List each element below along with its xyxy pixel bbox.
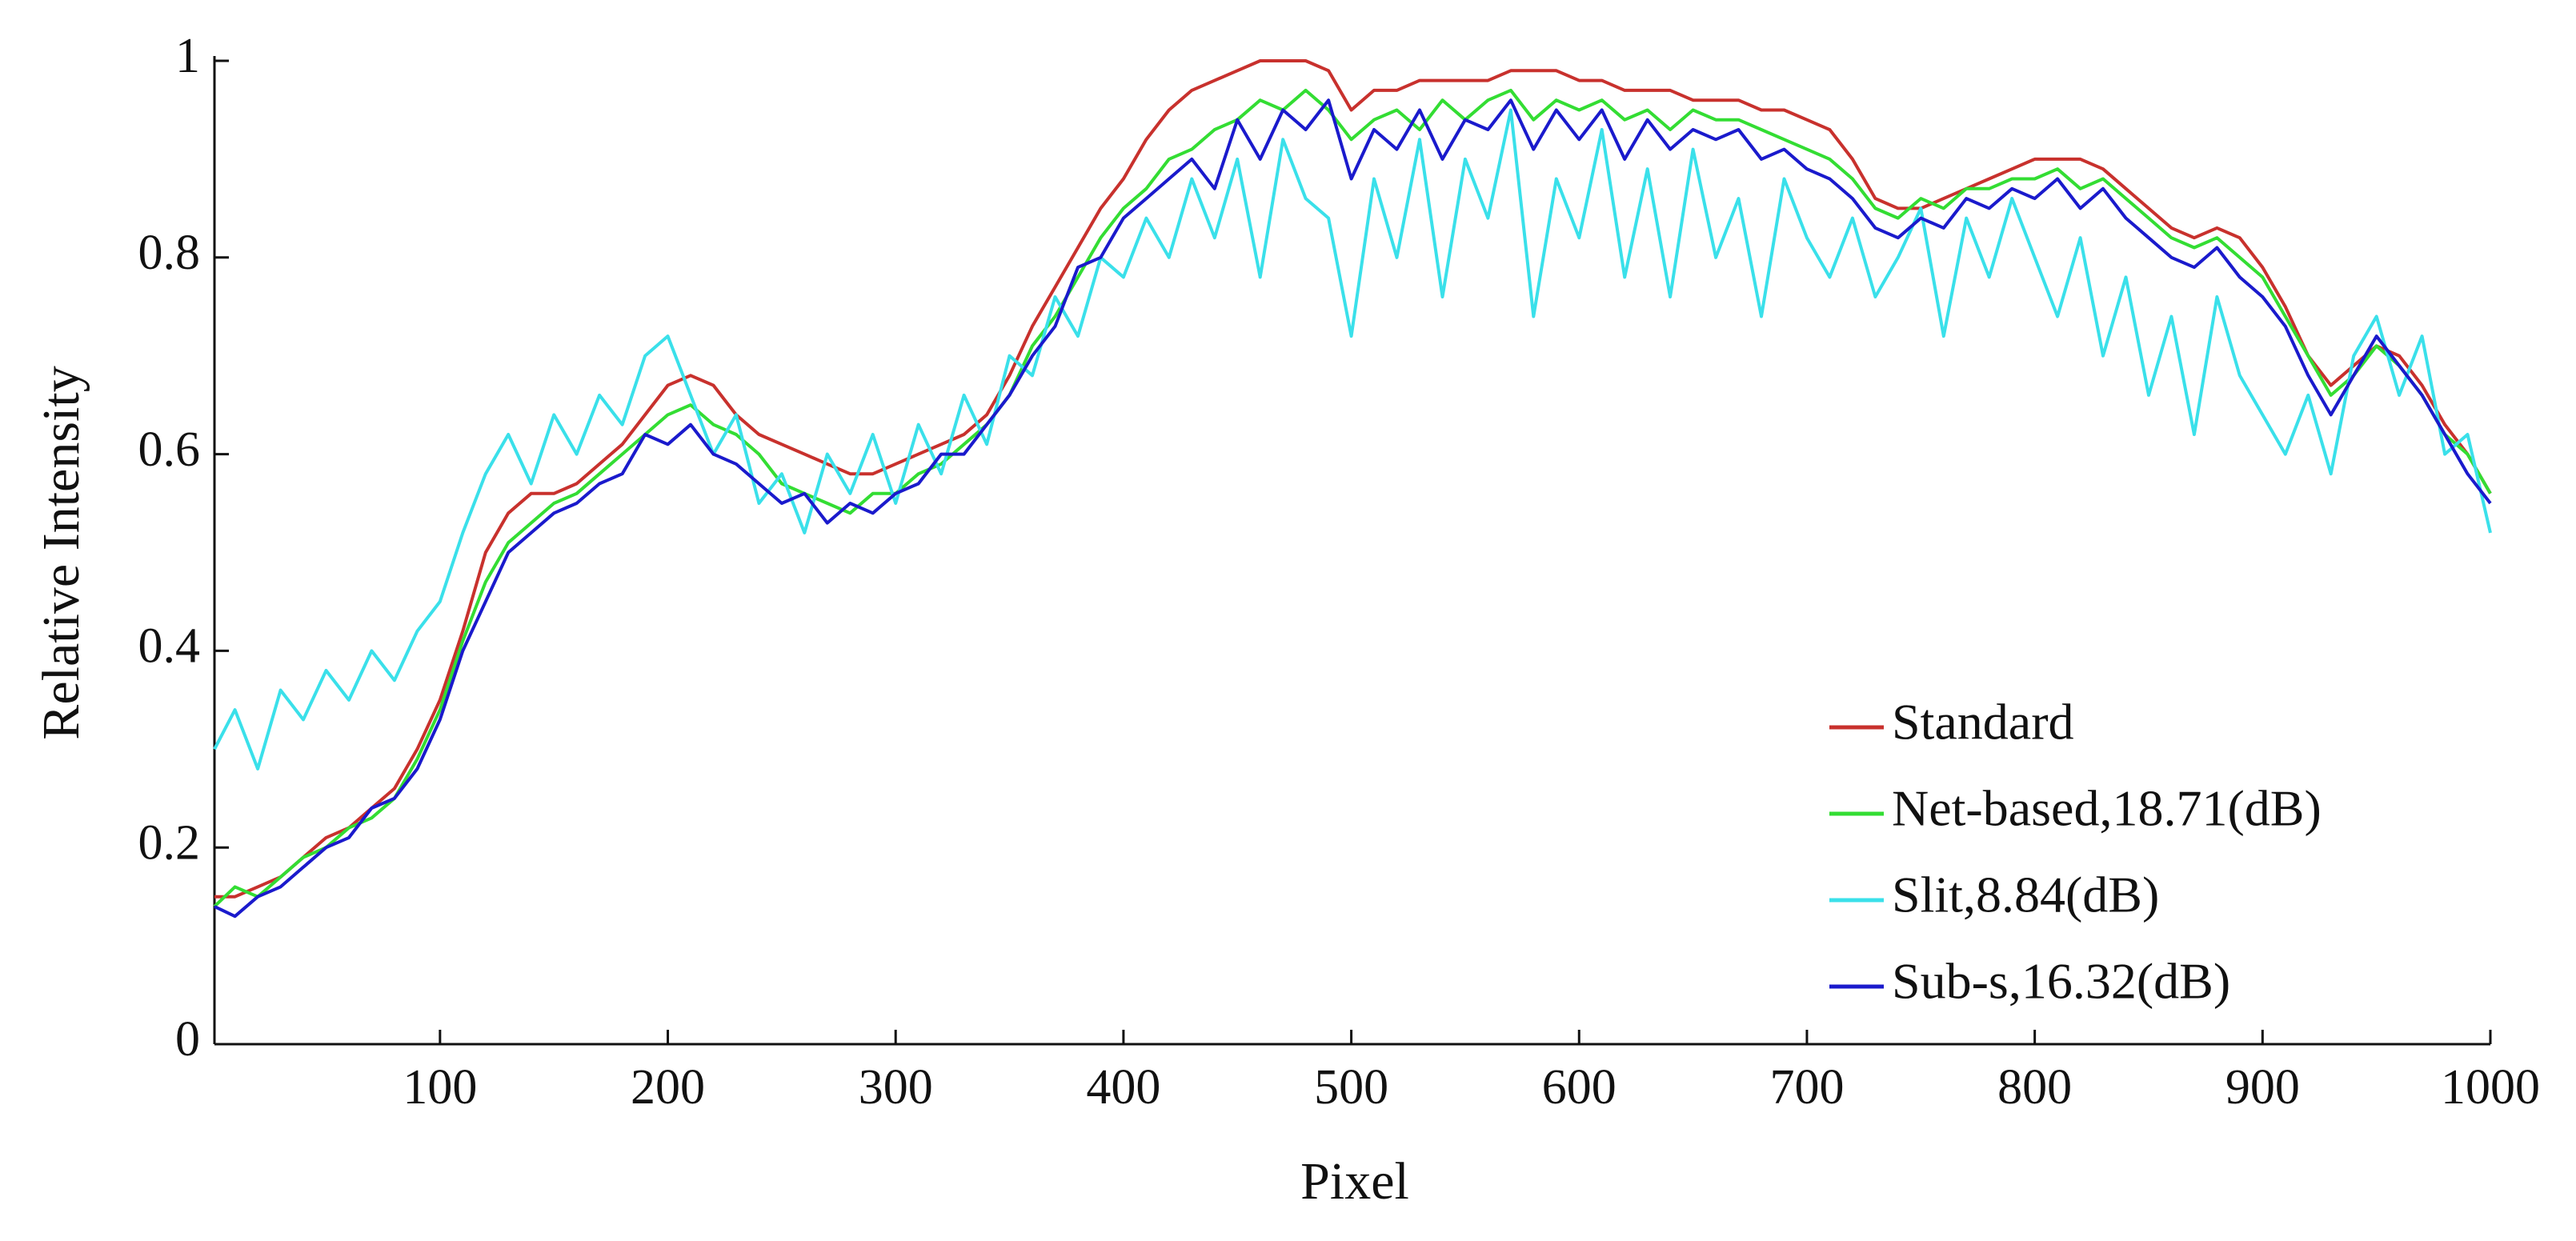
y-tick-label: 0.6 — [138, 422, 201, 477]
x-tick-label: 600 — [1542, 1060, 1617, 1115]
x-tick-label: 900 — [2225, 1060, 2300, 1115]
x-tick-label: 400 — [1086, 1060, 1160, 1115]
series-line — [213, 88, 2492, 908]
y-tick-label: 0.4 — [138, 619, 201, 674]
y-tick-label: 0.2 — [138, 815, 201, 870]
y-tick-label: 0.8 — [138, 226, 201, 280]
x-tick-label: 700 — [1769, 1060, 1844, 1115]
legend-label: Slit,8.84(dB) — [1892, 867, 2159, 923]
y-axis-label: Relative Intensity — [32, 366, 90, 739]
x-tick-label: 100 — [403, 1060, 477, 1115]
y-tick-label: 1 — [175, 29, 200, 83]
legend-label: Sub-s,16.32(dB) — [1892, 953, 2230, 1010]
series-line — [213, 108, 2492, 771]
x-tick-label: 300 — [859, 1060, 933, 1115]
legend-label: Net-based,18.71(dB) — [1892, 780, 2322, 837]
x-tick-label: 200 — [631, 1060, 705, 1115]
x-tick-label: 800 — [1997, 1060, 2072, 1115]
x-axis-label: Pixel — [1300, 1152, 1409, 1211]
x-tick-label: 500 — [1314, 1060, 1388, 1115]
series-line — [214, 98, 2492, 919]
legend-label: Standard — [1892, 694, 2074, 751]
x-tick-label: 1000 — [2441, 1060, 2540, 1115]
series-line — [214, 59, 2492, 899]
y-tick-label: 0 — [175, 1012, 200, 1067]
